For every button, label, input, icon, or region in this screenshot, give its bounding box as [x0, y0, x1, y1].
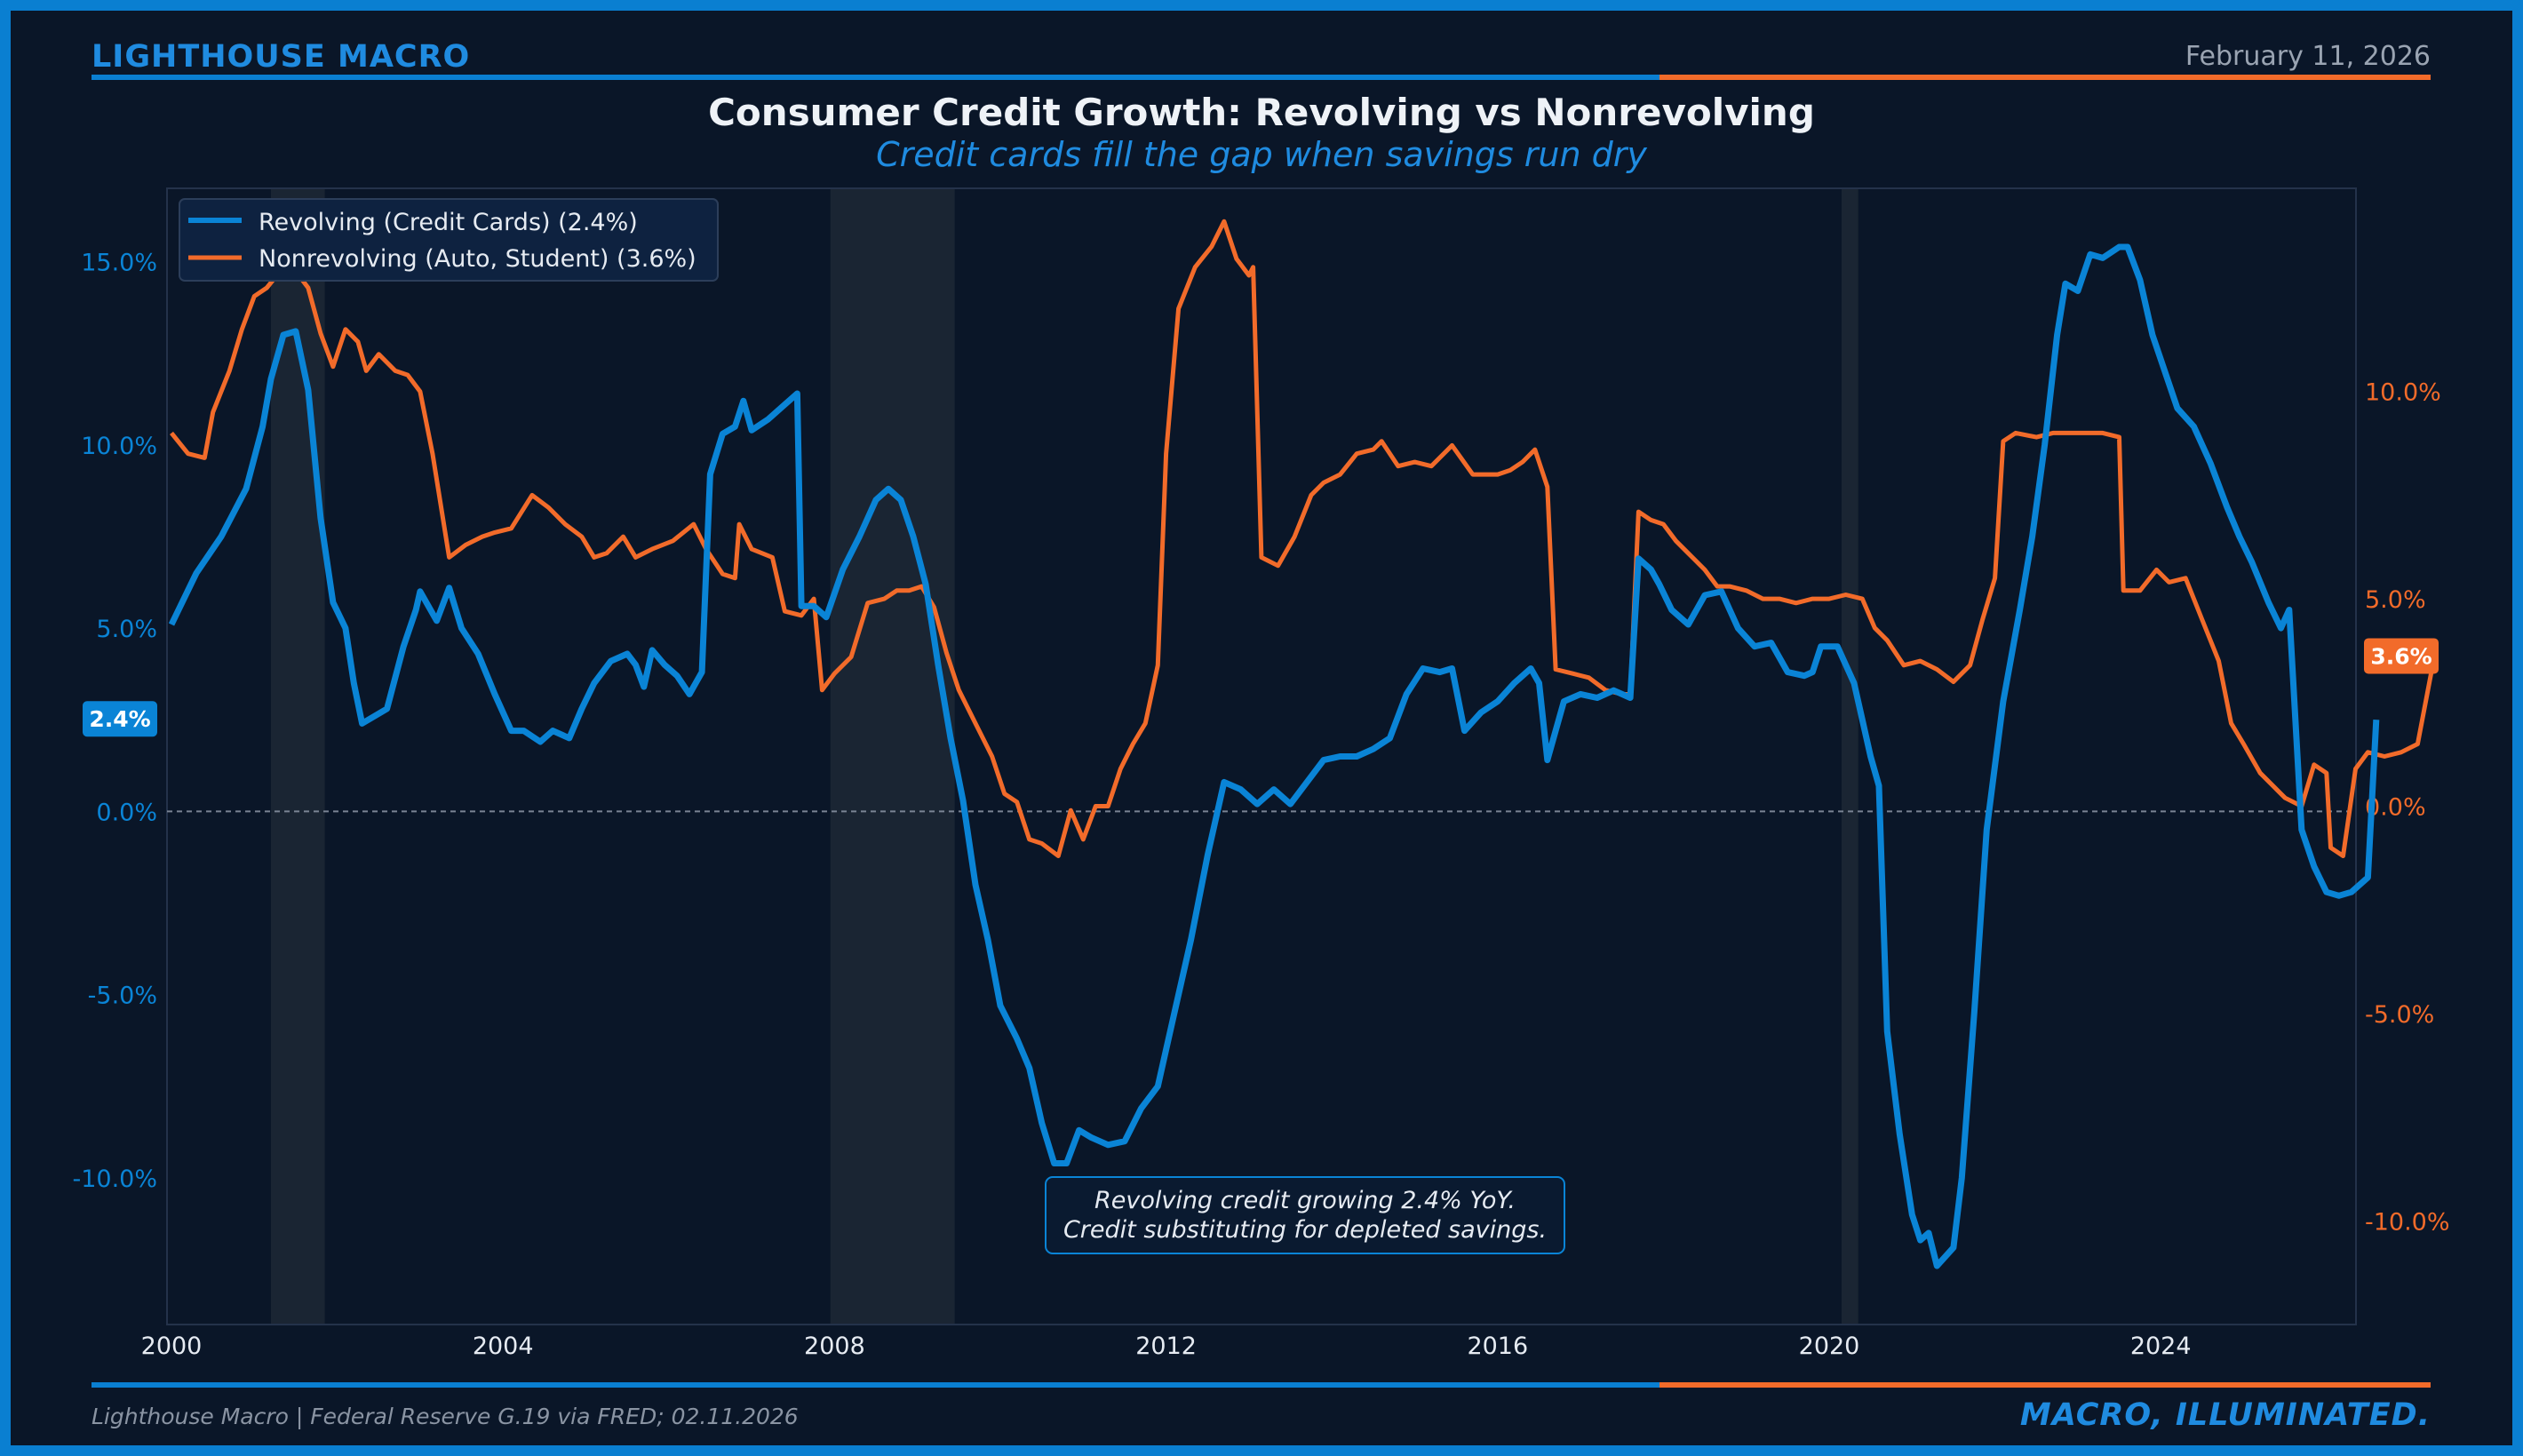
left-tick-label: -10.0%	[72, 1166, 157, 1193]
plot-frame	[166, 187, 2357, 1325]
last-value-badge-revolving: 2.4%	[83, 701, 157, 737]
legend-box	[179, 198, 719, 282]
left-tick-label: 15.0%	[81, 250, 157, 277]
x-tick-label: 2016	[1467, 1333, 1528, 1360]
x-axis: 2000 2004 2008 2012 2016 2020 2024	[141, 1333, 2192, 1360]
x-tick-label: 2024	[2130, 1333, 2192, 1360]
badge-nonrevolving-bg	[2364, 638, 2439, 674]
legend-label-revolving: Revolving (Credit Cards) (2.4%)	[259, 209, 638, 236]
series-line-revolving	[168, 243, 2380, 1269]
last-value-badge-nonrevolving: 3.6%	[2364, 638, 2439, 674]
footer-rule-orange	[1659, 1382, 2431, 1388]
x-tick-label: 2000	[141, 1333, 203, 1360]
right-tick-label: -5.0%	[2365, 1001, 2434, 1029]
chart-title: Consumer Credit Growth: Revolving vs Non…	[708, 91, 1815, 134]
x-tick-label: 2008	[804, 1333, 865, 1360]
brand-logo-text: LIGHTHOUSE MACRO	[92, 39, 471, 75]
right-tick-label: 10.0%	[2365, 379, 2441, 407]
chart-subtitle: Credit cards fill the gap when savings r…	[876, 135, 1647, 174]
right-tick-label: 5.0%	[2365, 586, 2426, 614]
left-tick-label: 0.0%	[96, 799, 157, 826]
badge-revolving-bg	[83, 701, 157, 737]
legend-label-nonrevolving: Nonrevolving (Auto, Student) (3.6%)	[259, 245, 696, 273]
badge-revolving-text: 2.4%	[89, 706, 150, 732]
report-date: February 11, 2026	[2185, 41, 2431, 72]
annotation-frame	[1045, 1176, 1565, 1254]
recession-band-1	[830, 188, 955, 1325]
recession-band-0	[270, 188, 325, 1325]
legend: Revolving (Credit Cards) (2.4%) Nonrevol…	[179, 198, 719, 282]
footer-rule-blue	[92, 1382, 1659, 1388]
footer-source: Lighthouse Macro | Federal Reserve G.19 …	[92, 1404, 799, 1429]
left-axis: -10.0% -5.0% 0.0% 5.0% 10.0% 15.0%	[72, 250, 157, 1193]
left-tick-label: 10.0%	[81, 433, 157, 460]
annotation-line-2: Credit substituting for depleted savings…	[1063, 1216, 1547, 1244]
x-tick-label: 2004	[473, 1333, 534, 1360]
annotation-line-1: Revolving credit growing 2.4% YoY.	[1094, 1187, 1516, 1214]
left-tick-label: 5.0%	[96, 616, 157, 643]
recession-shading	[270, 188, 1858, 1325]
annotation-box: Revolving credit growing 2.4% YoY. Credi…	[1045, 1176, 1565, 1254]
left-tick-label: -5.0%	[88, 983, 157, 1010]
right-tick-label: -10.0%	[2365, 1208, 2450, 1236]
x-tick-label: 2020	[1799, 1333, 1860, 1360]
recession-band-2	[1841, 188, 1858, 1325]
header-rule-orange	[1659, 75, 2431, 80]
right-axis: -10.0%-5.0%0.0%5.0%10.0%	[2365, 379, 2450, 1237]
footer-tagline: MACRO, ILLUMINATED.	[2019, 1397, 2431, 1433]
x-tick-label: 2012	[1135, 1333, 1197, 1360]
header-rule-blue	[92, 75, 1659, 80]
badge-nonrevolving-text: 3.6%	[2370, 643, 2431, 669]
series-line-nonrevolving	[170, 219, 2437, 858]
